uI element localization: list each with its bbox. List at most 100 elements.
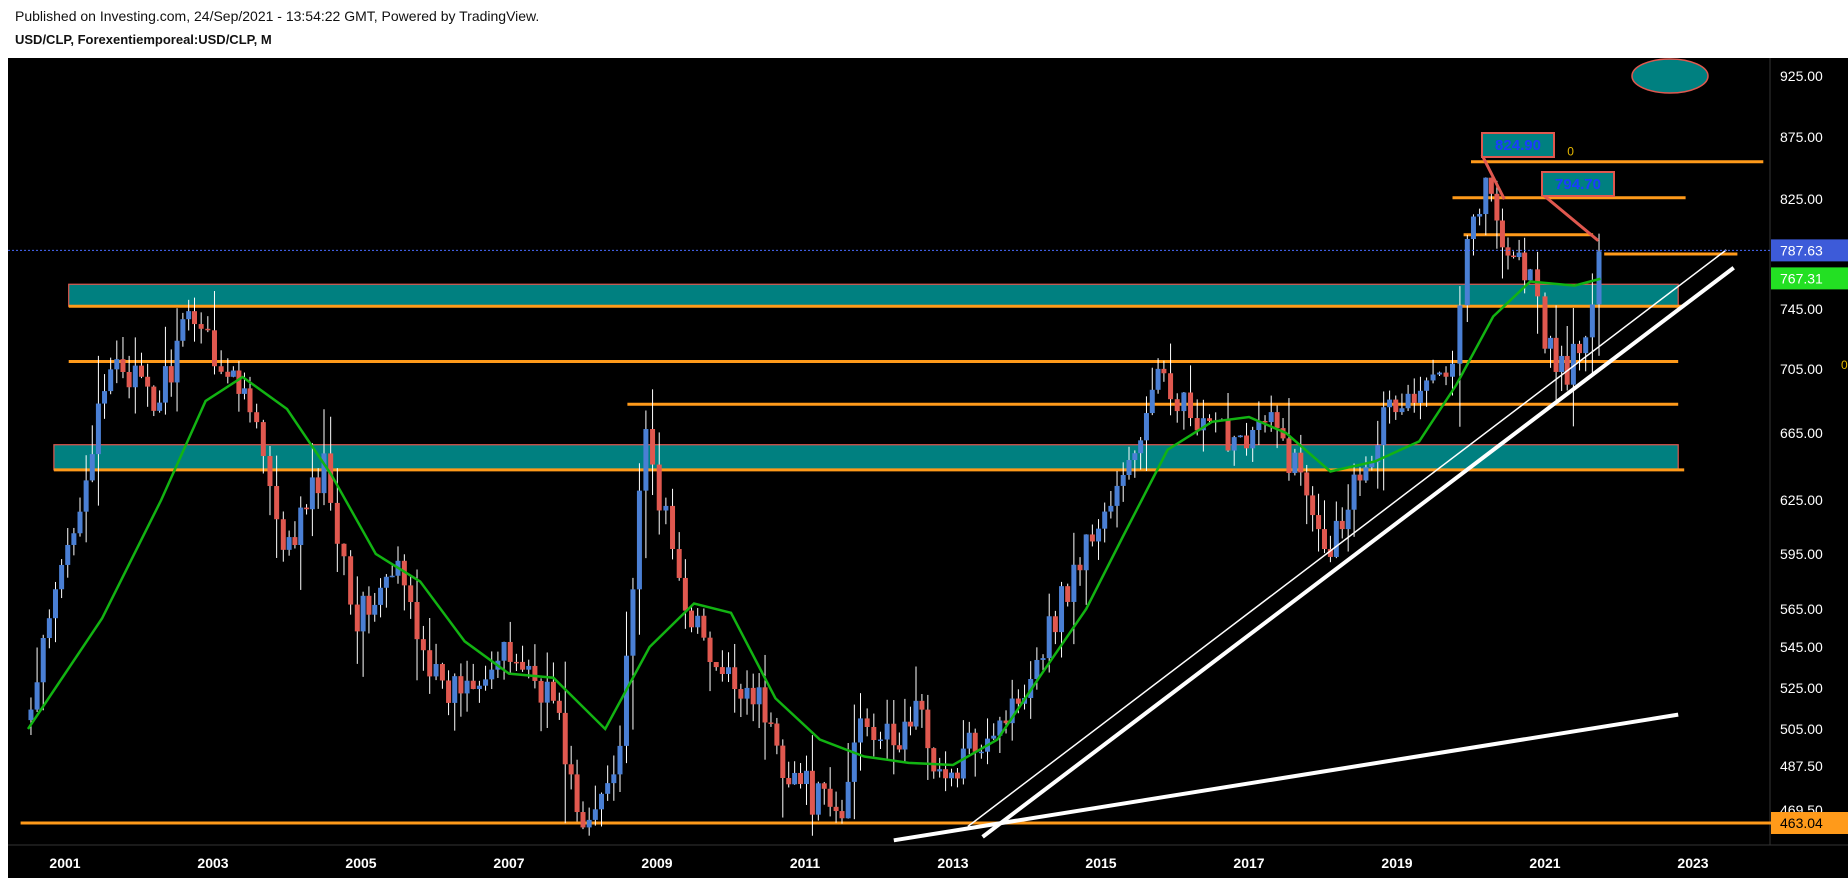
candle <box>599 793 604 810</box>
candle <box>556 700 562 713</box>
candle <box>574 774 580 813</box>
candle <box>1015 698 1021 704</box>
candle <box>304 507 310 510</box>
candle <box>1321 529 1327 550</box>
y-tick-label: 745.00 <box>1780 301 1823 317</box>
candle <box>28 709 34 721</box>
candle <box>707 637 713 663</box>
time-axis <box>8 845 1848 878</box>
y-tick-label: 925.00 <box>1780 68 1823 84</box>
candle <box>501 641 507 661</box>
candle <box>1522 252 1528 281</box>
candle <box>611 774 617 784</box>
candle <box>1071 564 1077 602</box>
callout-label-1: 824.90 <box>1495 137 1541 154</box>
x-tick-label: 2005 <box>345 855 376 871</box>
candle <box>114 359 120 370</box>
candle <box>1477 214 1483 217</box>
candle <box>954 772 960 779</box>
candle <box>689 610 695 628</box>
candle <box>762 687 768 723</box>
price-tag-label: 787.63 <box>1780 242 1823 258</box>
candle <box>52 589 58 619</box>
candle <box>383 576 389 588</box>
candle <box>1256 420 1262 431</box>
candle <box>1225 419 1231 451</box>
candle <box>978 751 984 754</box>
candle <box>586 819 592 828</box>
candle <box>550 681 556 701</box>
x-tick-label: 2011 <box>790 855 821 871</box>
candle <box>1339 520 1345 530</box>
candle <box>650 429 656 465</box>
candle <box>162 366 168 403</box>
candle <box>695 615 701 628</box>
candles <box>28 177 1602 836</box>
candle <box>833 806 839 812</box>
candle <box>858 718 863 743</box>
candle <box>605 783 611 794</box>
candle <box>1046 616 1052 659</box>
candle <box>1280 428 1286 439</box>
candle <box>991 735 997 739</box>
candle <box>1357 474 1363 481</box>
zone-2 <box>53 444 1679 471</box>
y-tick-label: 565.00 <box>1780 601 1823 617</box>
candle <box>1363 467 1369 481</box>
candle <box>1034 659 1040 680</box>
candle <box>483 679 489 686</box>
candle <box>1003 720 1009 724</box>
candle <box>780 745 786 779</box>
y-tick-label: 487.50 <box>1780 758 1823 774</box>
x-tick-label: 2017 <box>1233 855 1264 871</box>
trendline-1 <box>967 249 1727 828</box>
candle <box>1262 420 1268 423</box>
candle <box>1138 440 1144 454</box>
candle <box>1327 549 1333 557</box>
candle <box>630 589 636 656</box>
candle <box>839 811 845 819</box>
x-tick-label: 2003 <box>197 855 228 871</box>
candle <box>1499 220 1505 248</box>
candle <box>701 615 707 638</box>
candle <box>1174 399 1180 412</box>
x-tick-label: 2009 <box>641 855 672 871</box>
price-tag-last-price <box>1771 239 1848 262</box>
candle <box>1548 337 1554 349</box>
candle <box>1120 475 1126 486</box>
candle <box>157 402 163 411</box>
candle <box>884 723 890 740</box>
callout-pointer-1 <box>1480 154 1506 200</box>
candle <box>871 726 877 741</box>
candle <box>132 365 138 388</box>
candle <box>1443 372 1449 377</box>
candle <box>366 595 372 615</box>
candle <box>95 403 101 455</box>
candle <box>937 769 943 772</box>
candle <box>1244 435 1250 449</box>
candle <box>1009 698 1015 724</box>
candle <box>656 464 662 511</box>
candle <box>1207 418 1213 421</box>
candle <box>845 781 851 819</box>
candle <box>1040 658 1046 660</box>
candle <box>750 687 756 705</box>
ellipse-marker <box>1631 58 1709 94</box>
candle <box>108 369 114 392</box>
y-tick-label: 705.00 <box>1780 361 1823 377</box>
candle <box>354 604 360 632</box>
candle <box>433 664 439 677</box>
candle <box>71 533 77 545</box>
callout-box-2 <box>1541 171 1615 197</box>
candle <box>1511 255 1517 258</box>
candle <box>414 602 420 640</box>
x-tick-label: 2001 <box>49 855 80 871</box>
candle <box>1470 216 1476 240</box>
price-tag-support-line <box>1771 812 1848 834</box>
candle <box>168 366 174 383</box>
candle <box>315 477 321 494</box>
candle <box>1149 389 1155 414</box>
candle <box>341 543 347 557</box>
candle <box>1132 453 1138 461</box>
